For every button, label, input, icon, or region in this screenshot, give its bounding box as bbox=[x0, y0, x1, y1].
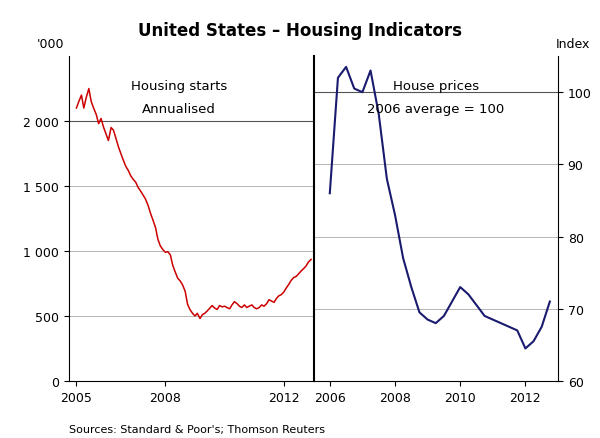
Text: 2006 average = 100: 2006 average = 100 bbox=[367, 102, 505, 115]
Text: Annualised: Annualised bbox=[142, 102, 216, 115]
Text: Index: Index bbox=[556, 38, 590, 50]
Text: United States – Housing Indicators: United States – Housing Indicators bbox=[138, 22, 462, 40]
Text: House prices: House prices bbox=[392, 80, 479, 92]
Text: Sources: Standard & Poor's; Thomson Reuters: Sources: Standard & Poor's; Thomson Reut… bbox=[69, 424, 325, 434]
Text: Housing starts: Housing starts bbox=[131, 80, 227, 92]
Text: '000: '000 bbox=[37, 38, 65, 50]
